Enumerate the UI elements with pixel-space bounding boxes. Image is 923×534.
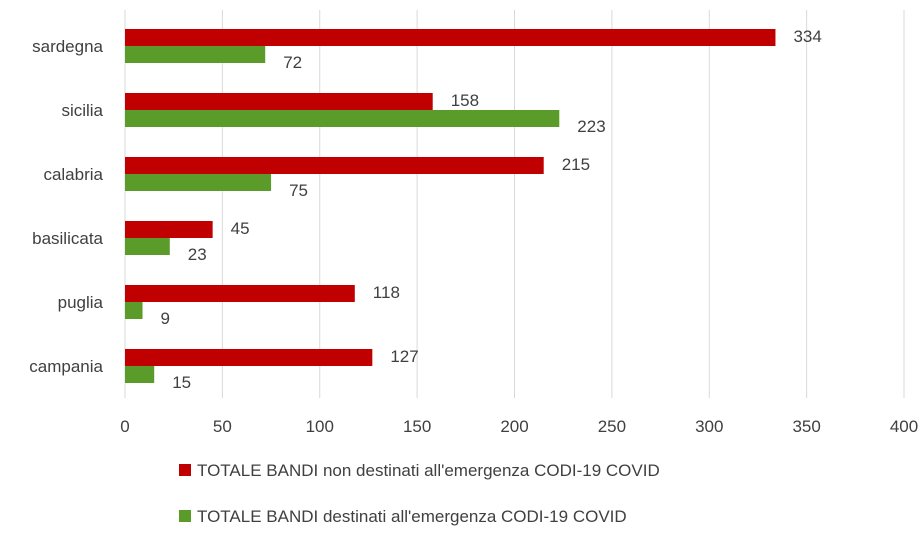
x-tick-label: 350 (792, 417, 820, 436)
bar-emergency-basilicata (125, 238, 170, 255)
data-label: 334 (793, 27, 821, 46)
legend-label: TOTALE BANDI non destinati all'emergenza… (197, 461, 660, 480)
bar-emergency-campania (125, 366, 155, 383)
bar-emergency-sicilia (125, 110, 560, 127)
x-tick-label: 0 (120, 417, 129, 436)
category-label: sardegna (32, 37, 103, 56)
category-label: campania (29, 357, 103, 376)
category-label: puglia (58, 293, 104, 312)
legend-swatch (179, 464, 191, 476)
data-label: 45 (231, 219, 250, 238)
bar-non-emergency-sicilia (125, 93, 433, 110)
gridlines (124, 10, 905, 398)
legend: TOTALE BANDI non destinati all'emergenza… (179, 461, 660, 526)
data-label: 215 (562, 155, 590, 174)
legend-label: TOTALE BANDI destinati all'emergenza COD… (197, 507, 627, 526)
x-tick-label: 250 (598, 417, 626, 436)
legend-swatch (179, 510, 191, 522)
bar-non-emergency-calabria (125, 157, 544, 174)
bar-non-emergency-campania (125, 349, 373, 366)
x-tick-label: 400 (890, 417, 918, 436)
data-label: 118 (373, 283, 400, 302)
data-labels: 334 72 158 223 215 75 45 23 118 9 127 15 (161, 27, 822, 392)
data-label: 72 (283, 53, 302, 72)
bar-non-emergency-sardegna (125, 29, 776, 46)
category-label: basilicata (32, 229, 103, 248)
data-label: 9 (161, 309, 170, 328)
category-label: calabria (43, 165, 103, 184)
data-label: 127 (390, 347, 418, 366)
x-tick-label: 50 (213, 417, 232, 436)
x-tick-label: 300 (695, 417, 723, 436)
bar-emergency-sardegna (125, 46, 266, 63)
x-tick-label: 100 (306, 417, 334, 436)
data-label: 15 (172, 373, 191, 392)
bars (125, 29, 776, 383)
bar-non-emergency-puglia (125, 285, 355, 302)
bar-emergency-calabria (125, 174, 272, 191)
x-tick-label: 150 (403, 417, 431, 436)
bar-non-emergency-basilicata (125, 221, 213, 238)
category-labels: sardegna sicilia calabria basilicata puglia c… (29, 37, 103, 376)
x-axis-tick-labels: 0 50 100 150 200 250 300 350 400 (120, 417, 918, 436)
data-label: 158 (451, 91, 479, 110)
data-label: 223 (577, 117, 605, 136)
bar-emergency-puglia (125, 302, 143, 319)
category-label: sicilia (61, 101, 103, 120)
data-label: 23 (188, 245, 207, 264)
x-tick-label: 200 (500, 417, 528, 436)
data-label: 75 (289, 181, 308, 200)
